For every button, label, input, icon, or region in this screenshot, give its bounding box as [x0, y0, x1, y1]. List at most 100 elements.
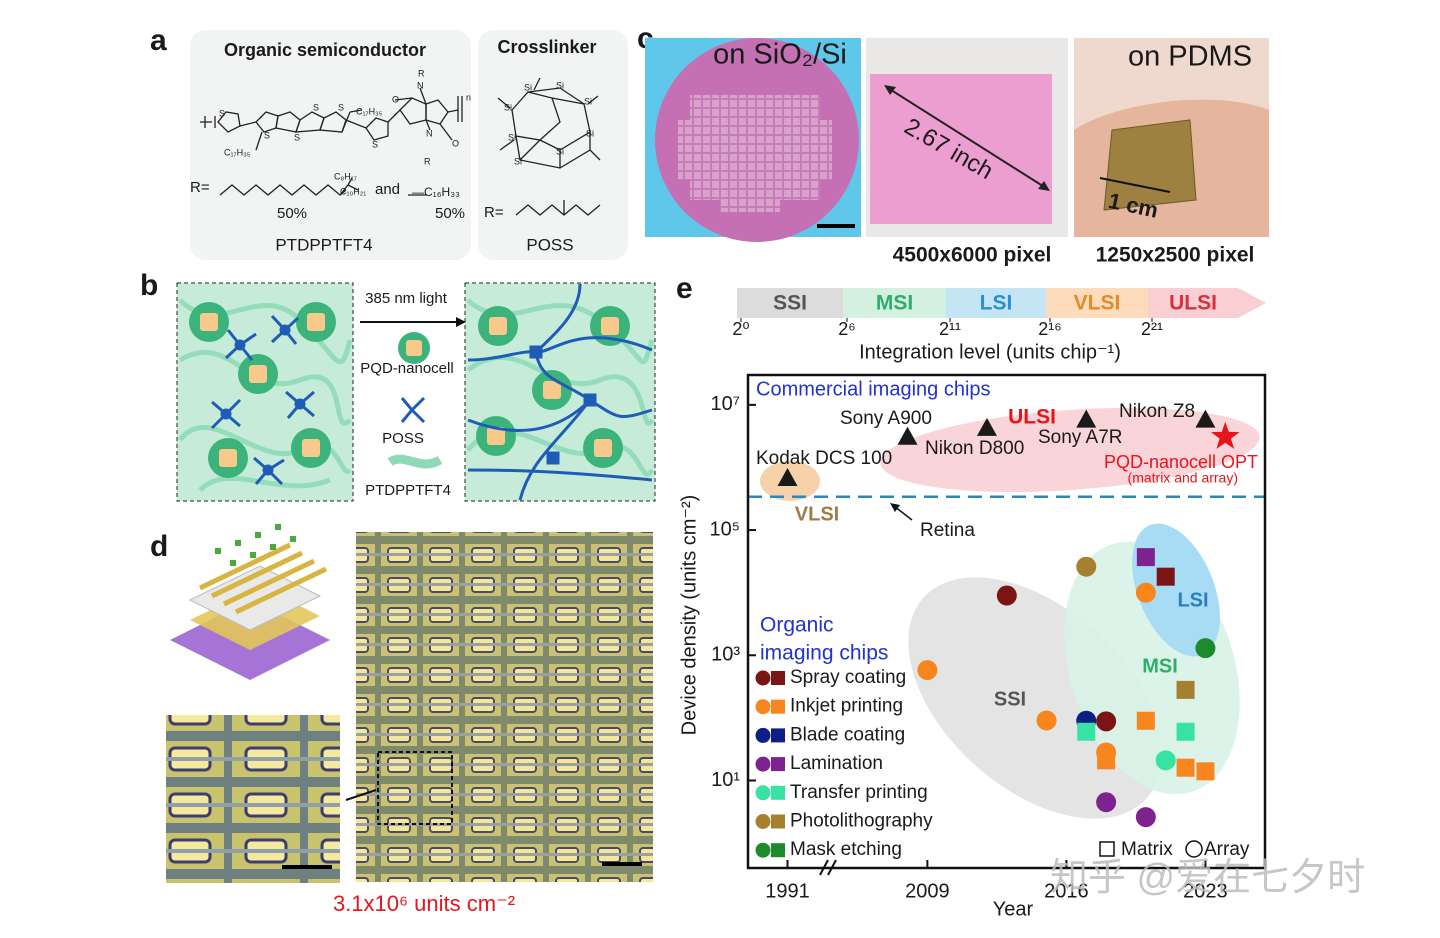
matrix-point — [1176, 722, 1195, 741]
scale-bar — [817, 224, 855, 228]
legend-icon — [755, 756, 771, 772]
shape-legend-icon — [1185, 840, 1203, 858]
panel-b: b 385 nm light PQD-nanocell POSS PTDPPTF… — [140, 269, 656, 502]
panel-label: a — [150, 24, 167, 57]
legend-label: Spray coating — [790, 667, 906, 688]
array-point — [1135, 582, 1156, 603]
stage-label: SSI — [773, 292, 807, 315]
molecule — [200, 77, 601, 216]
stage-label: LSI — [980, 292, 1013, 315]
atom: S — [264, 130, 270, 140]
x-tick-label: 2023 — [1183, 880, 1228, 902]
atom: Si — [556, 146, 564, 156]
tick-label: 2⁶ — [838, 319, 855, 339]
retina-label: Retina — [920, 520, 975, 541]
atom: R — [418, 68, 425, 78]
legend-icon — [755, 814, 771, 829]
legend-label: Inkjet printing — [790, 696, 903, 717]
substrate-film — [870, 74, 1052, 224]
x-tick-label: 1991 — [765, 880, 810, 902]
stage — [737, 288, 843, 318]
resolution: 4500x6000 pixel — [893, 244, 1052, 267]
array-point — [1096, 792, 1117, 813]
zoom-box — [377, 751, 453, 825]
resolution: 1250x2500 pixel — [1096, 244, 1255, 267]
layer — [188, 565, 322, 631]
point-label: Nikon Z8 — [1119, 401, 1195, 422]
legend-icon — [771, 671, 785, 685]
box — [190, 30, 471, 260]
matrix-point — [1077, 722, 1096, 741]
highlight-note: (matrix and array) — [1128, 470, 1238, 486]
matrix-point — [1136, 548, 1155, 567]
title: Organic semiconductor — [224, 40, 426, 60]
device-patch — [1103, 119, 1197, 211]
linear-chain: —C₁₆H₃₃ — [412, 185, 460, 199]
array-point — [996, 585, 1017, 606]
y-axis-title: Device density (units cm⁻²) — [678, 495, 700, 736]
legend-icon — [771, 814, 785, 829]
group-title: Organic — [760, 614, 834, 637]
legend-icon — [771, 785, 785, 800]
shape-legend-icon — [1099, 841, 1115, 857]
fraction: 50% — [435, 205, 465, 222]
box — [478, 30, 628, 260]
atom: S — [313, 102, 319, 112]
tick-label: 2¹¹ — [939, 319, 961, 339]
legend-icon — [755, 785, 771, 801]
region-label: LSI — [1177, 589, 1208, 611]
axis-label: Integration level (units chip⁻¹) — [859, 341, 1121, 363]
tick-label: 2²¹ — [1141, 319, 1163, 339]
array-point — [917, 660, 938, 681]
micrograph — [356, 532, 653, 882]
y-tick-label: 10⁷ — [711, 393, 740, 415]
shape-legend: Array — [1204, 839, 1250, 860]
fraction: 50% — [277, 205, 307, 222]
atom: Si — [586, 128, 594, 138]
legend-icon — [755, 699, 771, 715]
repeat: n — [466, 92, 471, 102]
substrate: on PDMS — [1128, 41, 1252, 73]
branch: C₈H₁₇ — [334, 171, 357, 181]
dimension-arrow — [1099, 177, 1171, 193]
atom: O — [452, 138, 459, 148]
commercial-point — [976, 417, 997, 436]
legend-icon — [387, 454, 443, 469]
micrograph — [166, 715, 340, 883]
branch: C₁₀H₂₁ — [340, 186, 366, 196]
wafer-pixels — [678, 95, 832, 212]
stage-label: ULSI — [1169, 292, 1217, 315]
arrow-head — [1038, 181, 1050, 191]
point-label: Sony A7R — [1038, 427, 1123, 448]
axis-break — [819, 859, 837, 876]
x-tick-label: 2016 — [1044, 880, 1089, 902]
atom: R — [424, 156, 431, 166]
atom: S — [338, 102, 344, 112]
array-point — [1155, 750, 1176, 771]
panel-label: d — [150, 530, 168, 563]
density: 3.1x10⁶ units cm⁻² — [333, 891, 515, 916]
stage — [1046, 288, 1148, 318]
plot: 10¹ 10³ 10⁵ 10⁷ 1991 2009 2016 2023 Spray coatin… — [709, 393, 1265, 902]
panel-a: a Organic semiconductor Crosslinker S S … — [150, 24, 628, 260]
legend-icon — [755, 727, 771, 743]
nanocells — [189, 302, 630, 478]
panel-c: c on SiO₂/Si 2.67 inch on PDMS 1 cm 4500… — [637, 22, 1269, 267]
array-point — [1096, 742, 1117, 763]
region-label: MSI — [1142, 655, 1178, 677]
arrow-head — [884, 85, 896, 95]
scale-bar — [282, 865, 332, 869]
title: Crosslinker — [497, 37, 596, 57]
scale-bar — [602, 862, 642, 866]
legend-label: Photolithography — [790, 811, 933, 832]
watermark: 知乎 @爱在七夕时 — [1050, 857, 1365, 899]
legend-icon — [755, 670, 771, 686]
legend-label: PQD-nanocell — [360, 360, 453, 377]
legend-label: PTDPPTFT4 — [365, 482, 451, 499]
panel-label: b — [140, 269, 158, 302]
dimension-arrow — [887, 87, 1047, 189]
atom: Si — [556, 80, 564, 90]
point-label: Kodak DCS 100 — [756, 448, 892, 469]
plot-frame — [746, 373, 1267, 870]
x-tick-label: 2009 — [905, 880, 950, 902]
